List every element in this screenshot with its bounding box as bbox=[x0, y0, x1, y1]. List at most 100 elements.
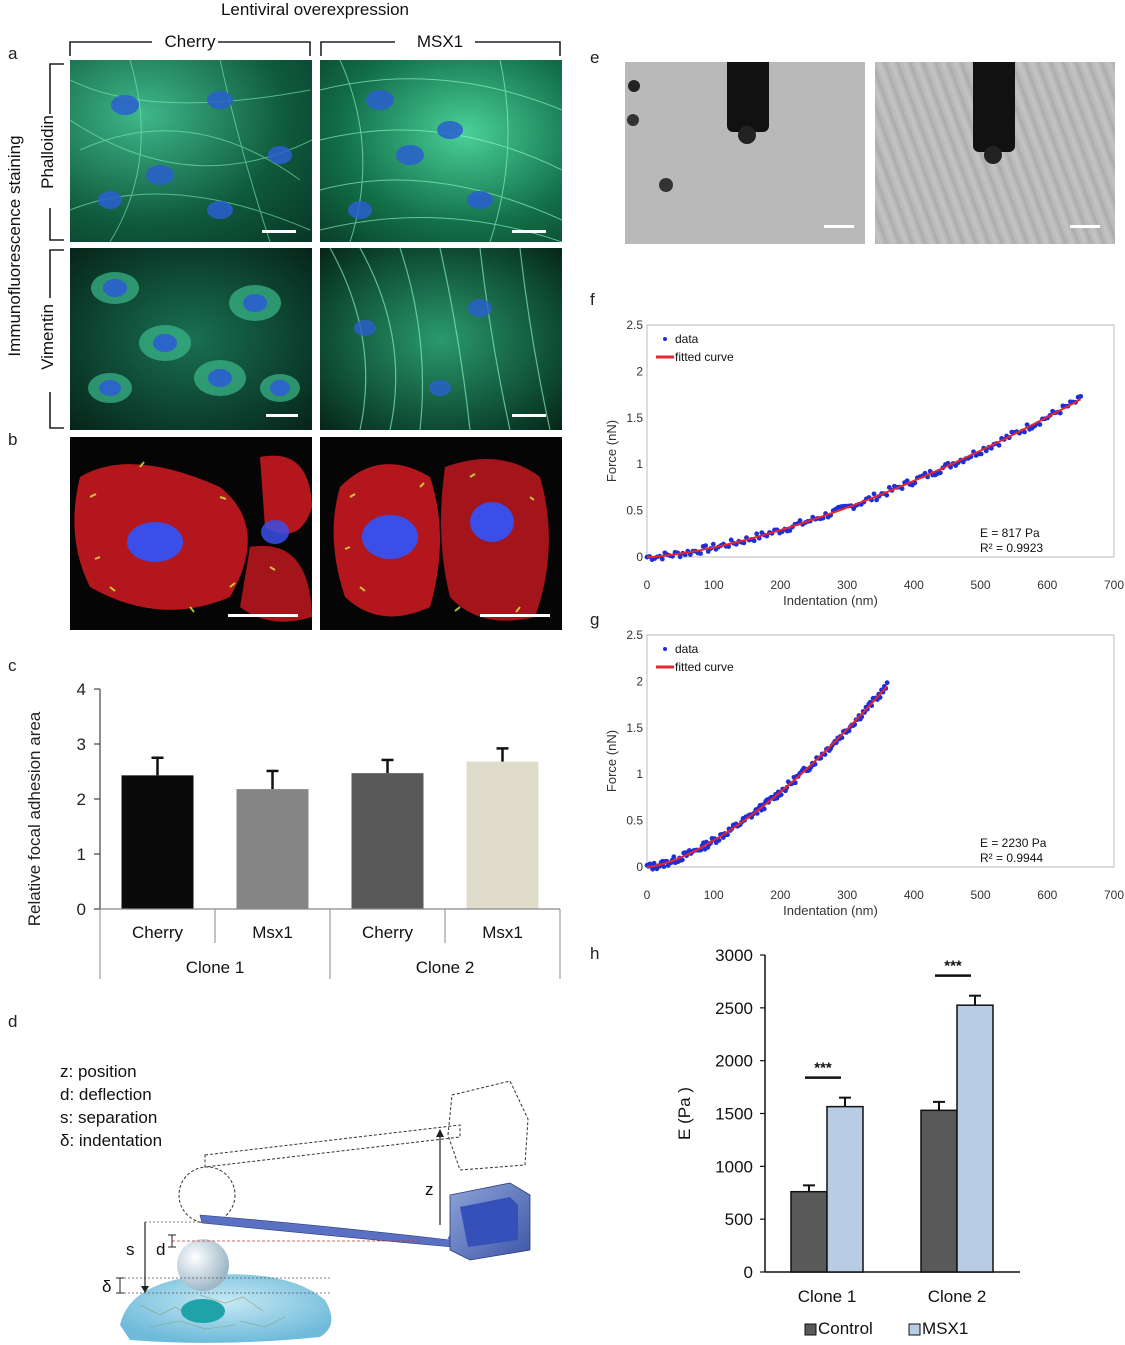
chart-focal-adhesion: 0 1 2 3 4 Relative focal adhesion area Cherry M… bbox=[25, 680, 561, 979]
label-z: z bbox=[425, 1180, 434, 1199]
bar-msx1 bbox=[826, 1105, 864, 1273]
afm-schematic bbox=[116, 1080, 531, 1343]
legend-label-fit: fitted curve bbox=[675, 350, 734, 364]
bar-control bbox=[790, 1190, 828, 1273]
image-focal-adhesion-msx1 bbox=[320, 437, 562, 630]
panel-label-f: f bbox=[590, 290, 595, 309]
data-point bbox=[754, 531, 760, 537]
column-brackets bbox=[69, 41, 561, 56]
data-point bbox=[728, 537, 734, 543]
data-point bbox=[1078, 393, 1084, 399]
legend-label-data: data bbox=[675, 642, 699, 656]
legend-label-data: data bbox=[675, 332, 699, 346]
fitted-curve bbox=[646, 398, 1082, 558]
legend-separation: s: separation bbox=[60, 1108, 158, 1127]
significance-label: *** bbox=[814, 1060, 832, 1077]
legend-swatch-control bbox=[804, 1323, 817, 1336]
y-tick-label: 0 bbox=[636, 860, 643, 874]
group-label: Clone 1 bbox=[186, 958, 245, 977]
y-axis-label: Force (nN) bbox=[604, 420, 619, 482]
y-tick-label: 4 bbox=[77, 680, 86, 699]
x-tick-label: 200 bbox=[770, 888, 790, 902]
image-afm-tip-control bbox=[625, 62, 865, 244]
image-vimentin-cherry bbox=[70, 248, 312, 430]
data-point bbox=[698, 551, 703, 556]
chart-elastic-modulus: 0 500 1000 1500 2000 2500 3000 E (Pa ) Clone 1 **… bbox=[675, 946, 1020, 1338]
y-tick-label: 1.5 bbox=[626, 721, 643, 735]
data-point bbox=[851, 506, 857, 512]
data-point bbox=[988, 445, 994, 451]
x-axis-label: Indentation (nm) bbox=[783, 593, 878, 608]
scale-bar bbox=[824, 225, 854, 228]
scale-bar bbox=[512, 414, 546, 417]
y-axis-label: Relative focal adhesion area bbox=[25, 711, 44, 926]
legend-swatch-msx1 bbox=[908, 1323, 921, 1336]
scale-bar bbox=[480, 614, 550, 617]
label-delta: δ bbox=[102, 1277, 112, 1296]
image-vimentin-msx1 bbox=[320, 248, 562, 430]
bar bbox=[351, 773, 424, 909]
data-point bbox=[661, 864, 667, 869]
panel-label-c: c bbox=[8, 656, 17, 675]
x-tick-label: 500 bbox=[971, 888, 991, 902]
annotation-modulus: E = 2230 Pa bbox=[980, 836, 1047, 850]
data-point bbox=[1037, 422, 1043, 427]
column-label-cherry: Cherry bbox=[164, 32, 216, 51]
data-point bbox=[996, 442, 1002, 448]
panel-label-a: a bbox=[8, 44, 18, 63]
y-tick-label: 2000 bbox=[715, 1052, 753, 1071]
data-point bbox=[679, 857, 685, 863]
significance-label: *** bbox=[944, 958, 962, 975]
data-point bbox=[983, 448, 989, 454]
y-tick-label: 0 bbox=[636, 550, 643, 564]
category-label: Msx1 bbox=[252, 923, 293, 942]
y-axis-label: E (Pa ) bbox=[675, 1087, 694, 1140]
y-tick-label: 1 bbox=[77, 845, 86, 864]
y-tick-label: 1000 bbox=[715, 1157, 753, 1176]
x-tick-label: 400 bbox=[904, 578, 924, 592]
x-tick-label: 700 bbox=[1104, 578, 1124, 592]
data-point bbox=[792, 780, 798, 786]
data-point bbox=[871, 491, 877, 497]
legend-label-msx1: MSX1 bbox=[922, 1319, 968, 1338]
x-tick-label: 600 bbox=[1037, 888, 1057, 902]
legend-label-fit: fitted curve bbox=[675, 660, 734, 674]
data-point bbox=[687, 552, 693, 557]
data-point bbox=[797, 518, 803, 523]
group-label: Clone 2 bbox=[416, 958, 475, 977]
y-tick-label: 0 bbox=[77, 900, 86, 919]
x-tick-label: 700 bbox=[1104, 888, 1124, 902]
annotation-r-squared: R² = 0.9923 bbox=[980, 541, 1043, 555]
bar bbox=[121, 775, 194, 909]
bar-msx1 bbox=[956, 1004, 994, 1273]
data-point bbox=[1022, 429, 1027, 435]
row-label-vimentin: Vimentin bbox=[38, 304, 57, 370]
annotation-r-squared: R² = 0.9944 bbox=[980, 851, 1043, 865]
panel-label-h: h bbox=[590, 944, 600, 963]
chart-force-indentation-control: 0 100 200 300 400 500 600 700 0 0.5 1 1.5 2 2.5 Indent… bbox=[604, 318, 1124, 608]
data-point bbox=[978, 451, 984, 457]
data-point bbox=[884, 492, 890, 498]
data-point bbox=[751, 538, 757, 544]
row-brackets bbox=[49, 63, 64, 429]
y-tick-label: 2500 bbox=[715, 999, 753, 1018]
x-tick-label: 400 bbox=[904, 888, 924, 902]
data-point bbox=[874, 497, 879, 503]
y-tick-label: 1500 bbox=[715, 1105, 753, 1124]
legend-marker-data bbox=[663, 647, 667, 651]
data-point bbox=[677, 554, 683, 560]
data-point bbox=[741, 540, 747, 546]
data-point bbox=[659, 556, 665, 562]
panel-label-g: g bbox=[590, 610, 600, 629]
y-tick-label: 2.5 bbox=[626, 628, 643, 642]
x-tick-label: 0 bbox=[644, 578, 651, 592]
overexpression-title: Lentiviral overexpression bbox=[220, 0, 410, 19]
scale-bar bbox=[228, 614, 298, 617]
y-tick-label: 2 bbox=[636, 364, 643, 378]
side-label-immunofluorescence: Immunofluorescence staining bbox=[5, 135, 24, 357]
label-s: s bbox=[126, 1240, 135, 1259]
panel-label-e: e bbox=[590, 48, 600, 67]
x-tick-label: 0 bbox=[644, 888, 651, 902]
y-tick-label: 0.5 bbox=[626, 814, 643, 828]
y-tick-label: 0 bbox=[744, 1263, 753, 1282]
